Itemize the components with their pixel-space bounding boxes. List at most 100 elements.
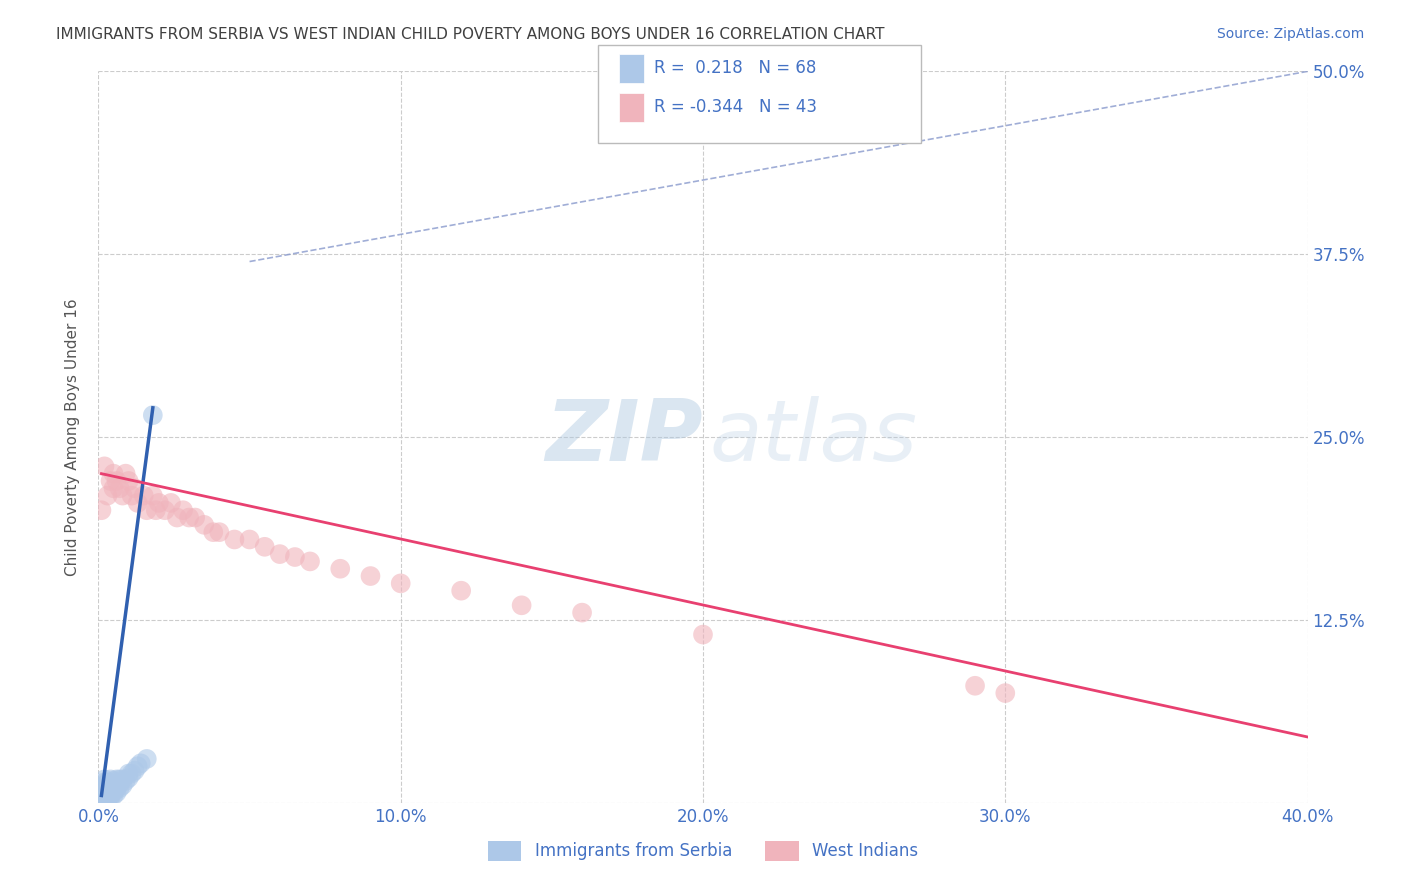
Text: Source: ZipAtlas.com: Source: ZipAtlas.com bbox=[1216, 27, 1364, 41]
Point bbox=[103, 777, 125, 791]
Point bbox=[93, 786, 115, 800]
Point bbox=[269, 547, 291, 561]
Point bbox=[389, 576, 412, 591]
Point bbox=[571, 606, 593, 620]
Point bbox=[118, 771, 141, 785]
Point bbox=[90, 781, 112, 796]
Point bbox=[160, 496, 183, 510]
Point bbox=[105, 781, 128, 796]
Point bbox=[100, 781, 122, 796]
Point bbox=[105, 772, 128, 787]
Point bbox=[129, 756, 152, 771]
Point bbox=[202, 525, 225, 540]
Point bbox=[179, 510, 201, 524]
Point bbox=[118, 766, 141, 780]
Point bbox=[142, 489, 165, 503]
Point bbox=[93, 459, 115, 474]
Point bbox=[90, 793, 112, 807]
Point bbox=[100, 772, 122, 787]
Point bbox=[121, 489, 143, 503]
Point bbox=[103, 786, 125, 800]
Point bbox=[127, 496, 149, 510]
Point bbox=[103, 773, 125, 788]
Point bbox=[90, 784, 112, 798]
Point bbox=[90, 786, 112, 800]
Point bbox=[450, 583, 472, 598]
Point bbox=[118, 474, 141, 488]
Point bbox=[96, 793, 118, 807]
Point bbox=[208, 525, 231, 540]
Point bbox=[90, 794, 112, 808]
Point bbox=[93, 789, 115, 803]
Point bbox=[90, 791, 112, 805]
Point bbox=[127, 759, 149, 773]
Point bbox=[329, 562, 352, 576]
Point bbox=[184, 510, 207, 524]
Point bbox=[135, 503, 157, 517]
Point bbox=[153, 503, 176, 517]
Point bbox=[692, 627, 714, 641]
Point bbox=[100, 784, 122, 798]
Point bbox=[103, 789, 125, 803]
Point bbox=[100, 787, 122, 801]
Point bbox=[90, 789, 112, 803]
Point bbox=[111, 772, 134, 787]
Point bbox=[299, 554, 322, 568]
Point bbox=[100, 474, 122, 488]
Point bbox=[510, 599, 533, 613]
Point bbox=[90, 791, 112, 805]
Point bbox=[253, 540, 276, 554]
Point bbox=[90, 787, 112, 801]
Point bbox=[90, 796, 112, 810]
Point bbox=[103, 467, 125, 481]
Point bbox=[100, 778, 122, 792]
Text: atlas: atlas bbox=[709, 395, 917, 479]
Point bbox=[96, 784, 118, 798]
Point bbox=[93, 784, 115, 798]
Point bbox=[90, 796, 112, 810]
Point bbox=[90, 794, 112, 808]
Point bbox=[965, 679, 987, 693]
Point bbox=[93, 796, 115, 810]
Point bbox=[93, 781, 115, 796]
Point bbox=[166, 510, 188, 524]
Point bbox=[96, 787, 118, 801]
Point bbox=[96, 789, 118, 804]
Point bbox=[145, 503, 167, 517]
Point bbox=[105, 474, 128, 488]
Point bbox=[93, 772, 115, 787]
Point bbox=[108, 772, 131, 787]
Point bbox=[105, 777, 128, 791]
Point bbox=[96, 489, 118, 503]
Point bbox=[90, 794, 112, 808]
Point bbox=[108, 781, 131, 796]
Text: ZIP: ZIP bbox=[546, 395, 703, 479]
Point bbox=[111, 778, 134, 792]
Point bbox=[239, 533, 262, 547]
Point bbox=[142, 408, 165, 422]
Point bbox=[994, 686, 1017, 700]
Point bbox=[96, 778, 118, 792]
Point bbox=[90, 796, 112, 810]
Point bbox=[93, 775, 115, 789]
Point bbox=[100, 789, 122, 804]
Point bbox=[114, 467, 136, 481]
Point bbox=[114, 773, 136, 788]
Point bbox=[90, 796, 112, 810]
Point bbox=[90, 793, 112, 807]
Point bbox=[96, 775, 118, 789]
Point bbox=[224, 533, 246, 547]
Y-axis label: Child Poverty Among Boys Under 16: Child Poverty Among Boys Under 16 bbox=[65, 298, 80, 576]
Text: R = -0.344   N = 43: R = -0.344 N = 43 bbox=[654, 98, 817, 116]
Point bbox=[93, 787, 115, 801]
Point bbox=[108, 481, 131, 495]
Point bbox=[90, 789, 112, 804]
Point bbox=[111, 489, 134, 503]
Point bbox=[96, 781, 118, 796]
Text: R =  0.218   N = 68: R = 0.218 N = 68 bbox=[654, 59, 815, 77]
Point bbox=[96, 796, 118, 810]
Point bbox=[360, 569, 382, 583]
Point bbox=[105, 786, 128, 800]
Point bbox=[284, 549, 307, 564]
Point bbox=[93, 793, 115, 807]
